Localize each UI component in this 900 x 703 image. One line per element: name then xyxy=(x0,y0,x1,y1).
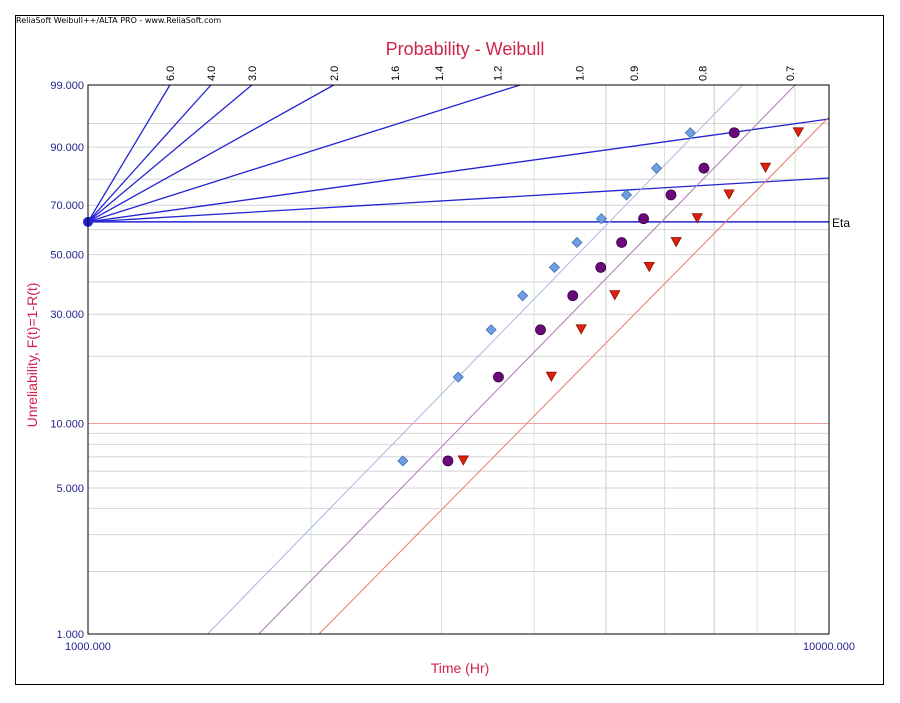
beta-tick-label: 0.9 xyxy=(629,66,641,81)
beta-tick-label: 2.0 xyxy=(329,66,341,81)
beta-tick-label: 1.2 xyxy=(493,66,505,81)
beta-reference-line xyxy=(87,84,253,223)
data-point-triangle xyxy=(792,127,804,138)
data-point-circle xyxy=(535,324,546,336)
x-tick-label: 10000.000 xyxy=(803,641,855,653)
data-point-diamond xyxy=(517,290,529,302)
beta-tick-label: 0.7 xyxy=(785,66,797,81)
fit-line-layer xyxy=(207,84,830,635)
data-point-circle xyxy=(567,290,579,302)
y-tick-label: 70.000 xyxy=(50,200,84,212)
data-point-triangle xyxy=(575,324,587,335)
app-banner: ReliaSoft Weibull++/ALTA PRO - www.Relia… xyxy=(16,16,222,25)
y-tick-label: 90.000 xyxy=(50,142,84,154)
fit-line xyxy=(318,116,830,635)
data-point-triangle xyxy=(643,261,655,273)
data-point-circle xyxy=(728,127,740,139)
data-point-circle xyxy=(616,237,628,248)
beta-reference-line xyxy=(87,177,830,223)
chart-frame xyxy=(15,15,884,685)
data-point-circle xyxy=(638,213,649,225)
data-point-diamond xyxy=(650,162,663,174)
data-point-triangle xyxy=(759,162,772,173)
grid-layer xyxy=(88,85,829,634)
y-tick-label: 30.000 xyxy=(50,309,84,321)
beta-tick-label: 6.0 xyxy=(165,66,177,81)
data-point-circle xyxy=(595,261,607,273)
data-point-diamond xyxy=(397,455,409,467)
data-point-triangle xyxy=(670,237,682,248)
data-point-circle xyxy=(698,162,710,174)
data-point-diamond xyxy=(571,236,583,249)
fit-line xyxy=(258,84,796,635)
data-point-diamond xyxy=(548,261,560,273)
chart-title: Probability - Weibull xyxy=(386,39,545,59)
beta-tick-label: 1.0 xyxy=(575,66,587,81)
y-tick-label: 1.000 xyxy=(56,629,84,641)
data-point-diamond xyxy=(620,189,633,201)
beta-tick-label: 1.6 xyxy=(390,66,402,81)
beta-tick-label: 4.0 xyxy=(206,66,218,81)
data-point-triangle xyxy=(457,455,470,466)
data-point-triangle xyxy=(545,371,558,382)
data-point-triangle xyxy=(609,290,621,301)
data-point-layer xyxy=(397,127,804,467)
data-point-circle xyxy=(493,371,504,383)
beta-reference-line xyxy=(87,84,212,223)
data-point-triangle xyxy=(691,213,703,224)
beta-reference-line xyxy=(87,84,171,223)
data-point-circle xyxy=(665,189,677,201)
x-axis-label: Time (Hr) xyxy=(431,660,490,676)
y-tick-label: 50.000 xyxy=(50,250,84,262)
data-point-diamond xyxy=(485,324,497,336)
beta-reference-line xyxy=(87,118,830,223)
beta-tick-label: 0.8 xyxy=(697,66,709,81)
data-point-diamond xyxy=(684,127,696,139)
data-point-triangle xyxy=(723,189,735,200)
data-point-diamond xyxy=(595,213,607,225)
beta-reference-line xyxy=(87,84,335,223)
eta-label: Eta xyxy=(832,216,850,230)
y-tick-label: 10.000 xyxy=(50,418,84,430)
plot-area-border xyxy=(87,84,830,635)
fit-line xyxy=(207,84,744,635)
beta-reference-line xyxy=(87,84,521,223)
beta-tick-label: 3.0 xyxy=(247,66,259,81)
y-tick-label: 5.000 xyxy=(56,483,84,495)
x-tick-label: 1000.000 xyxy=(65,641,111,653)
y-axis-label: Unreliability, F(t)=1-R(t) xyxy=(24,283,40,428)
data-point-circle xyxy=(442,455,454,467)
data-point-diamond xyxy=(452,371,464,383)
y-tick-label: 99.000 xyxy=(50,80,84,92)
beta-tick-label: 1.4 xyxy=(434,66,446,81)
